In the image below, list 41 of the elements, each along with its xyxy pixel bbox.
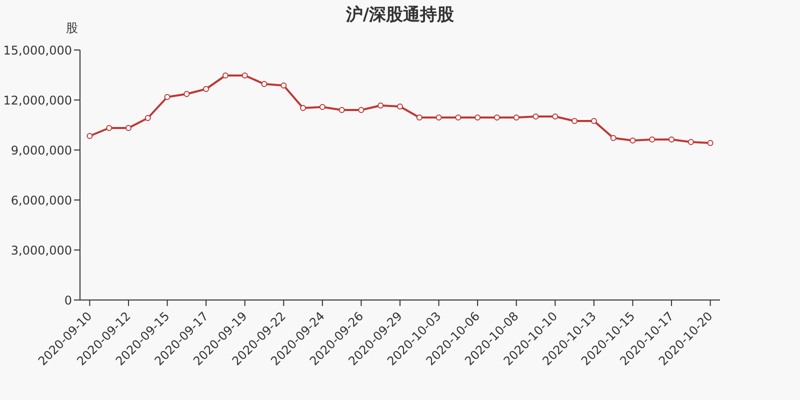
point	[513, 114, 520, 120]
point	[455, 114, 462, 120]
point	[494, 114, 500, 120]
point	[319, 104, 326, 110]
point	[688, 139, 694, 145]
point	[86, 133, 93, 139]
point	[649, 136, 656, 142]
point	[532, 114, 539, 120]
point	[125, 125, 132, 131]
point	[184, 91, 190, 97]
y-axis-title: 股	[66, 21, 78, 35]
point	[358, 107, 364, 113]
point	[474, 114, 481, 120]
y-tick-label: 6,000,000	[10, 193, 72, 208]
point	[668, 136, 675, 142]
point	[222, 72, 228, 78]
y-tick-label: 9,000,000	[10, 143, 72, 158]
point	[707, 140, 714, 146]
point	[106, 125, 112, 131]
point	[590, 118, 597, 124]
point	[378, 102, 384, 108]
point	[436, 114, 442, 120]
y-tick-label: 3,000,000	[10, 243, 72, 258]
point	[552, 114, 558, 120]
point	[300, 105, 306, 111]
point	[610, 135, 616, 141]
y-tick-label: 12,000,000	[3, 93, 72, 108]
point	[397, 104, 403, 110]
point	[280, 82, 287, 88]
point	[203, 86, 210, 92]
chart-title: 沪/深股通持股	[346, 5, 454, 25]
point	[630, 138, 636, 144]
point	[164, 94, 170, 100]
point	[416, 114, 422, 120]
y-tick-label: 0	[64, 293, 72, 308]
point	[261, 81, 268, 87]
point	[338, 107, 345, 113]
point	[242, 72, 248, 78]
point	[144, 115, 151, 121]
point	[572, 118, 578, 124]
y-tick-label: 15,000,000	[3, 43, 72, 58]
